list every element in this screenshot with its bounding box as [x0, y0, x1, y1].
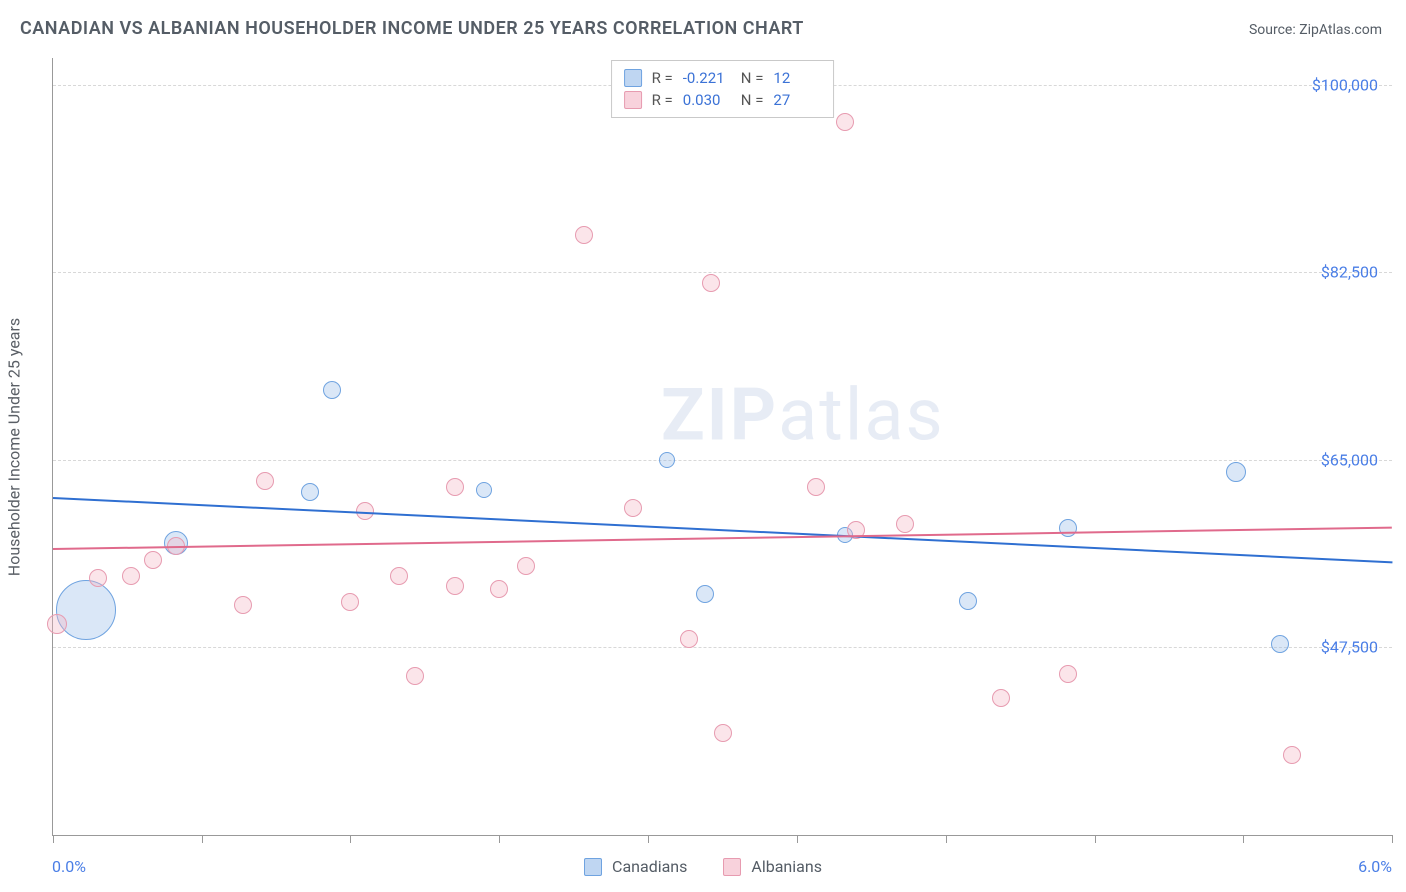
x-axis-tick	[1392, 835, 1393, 843]
data-point	[323, 381, 341, 399]
data-point	[446, 577, 464, 595]
x-axis-tick	[202, 835, 203, 843]
legend-row-albanians: R = 0.030 N = 27	[624, 89, 822, 111]
data-point	[476, 482, 492, 498]
gridline	[53, 647, 1392, 648]
data-point	[47, 614, 67, 634]
data-point	[301, 483, 319, 501]
data-point	[992, 689, 1010, 707]
chart-title: CANADIAN VS ALBANIAN HOUSEHOLDER INCOME …	[20, 18, 804, 39]
x-axis-tick	[946, 835, 947, 843]
data-point	[696, 585, 714, 603]
data-point	[896, 515, 914, 533]
data-point	[490, 580, 508, 598]
data-point	[575, 226, 593, 244]
x-axis-tick	[1095, 835, 1096, 843]
data-point	[624, 499, 642, 517]
data-point	[234, 596, 252, 614]
data-point	[1283, 746, 1301, 764]
y-axis-value: $100,000	[1312, 75, 1378, 94]
swatch-icon	[624, 91, 642, 109]
watermark: ZIPatlas	[661, 373, 945, 458]
chart-area: ZIPatlas R = -0.221 N = 12 R = 0.030 N =…	[52, 58, 1392, 836]
data-point	[714, 724, 732, 742]
series-legend: Canadians Albanians	[0, 857, 1406, 876]
y-axis-value: $65,000	[1321, 450, 1378, 469]
swatch-icon	[584, 858, 602, 876]
data-point	[702, 274, 720, 292]
data-point	[959, 592, 977, 610]
x-axis-tick	[1243, 835, 1244, 843]
swatch-icon	[723, 858, 741, 876]
data-point	[517, 557, 535, 575]
data-point	[836, 113, 854, 131]
gridline	[53, 460, 1392, 461]
data-point	[256, 472, 274, 490]
y-axis-label: Householder Income Under 25 years	[5, 318, 24, 576]
data-point	[341, 593, 359, 611]
gridline	[53, 272, 1392, 273]
x-axis-tick	[350, 835, 351, 843]
x-axis-tick	[53, 835, 54, 843]
data-point	[56, 580, 116, 640]
data-point	[122, 567, 140, 585]
data-point	[807, 478, 825, 496]
data-point	[446, 478, 464, 496]
x-axis-tick	[648, 835, 649, 843]
data-point	[390, 567, 408, 585]
plot-region: ZIPatlas R = -0.221 N = 12 R = 0.030 N =…	[52, 58, 1392, 836]
legend-row-canadians: R = -0.221 N = 12	[624, 67, 822, 89]
legend-item-canadians: Canadians	[584, 857, 687, 876]
swatch-icon	[624, 69, 642, 87]
correlation-legend: R = -0.221 N = 12 R = 0.030 N = 27	[611, 60, 835, 118]
data-point	[1059, 665, 1077, 683]
data-point	[144, 551, 162, 569]
chart-source: Source: ZipAtlas.com	[1249, 22, 1382, 38]
data-point	[406, 667, 424, 685]
y-axis-value: $82,500	[1321, 263, 1378, 282]
data-point	[680, 630, 698, 648]
x-axis-tick	[797, 835, 798, 843]
data-point	[659, 452, 675, 468]
data-point	[1271, 635, 1289, 653]
x-axis-tick	[499, 835, 500, 843]
data-point	[89, 569, 107, 587]
data-point	[1059, 519, 1077, 537]
legend-item-albanians: Albanians	[723, 857, 822, 876]
chart-header: CANADIAN VS ALBANIAN HOUSEHOLDER INCOME …	[0, 0, 1406, 49]
data-point	[1226, 462, 1246, 482]
y-axis-value: $47,500	[1321, 638, 1378, 657]
